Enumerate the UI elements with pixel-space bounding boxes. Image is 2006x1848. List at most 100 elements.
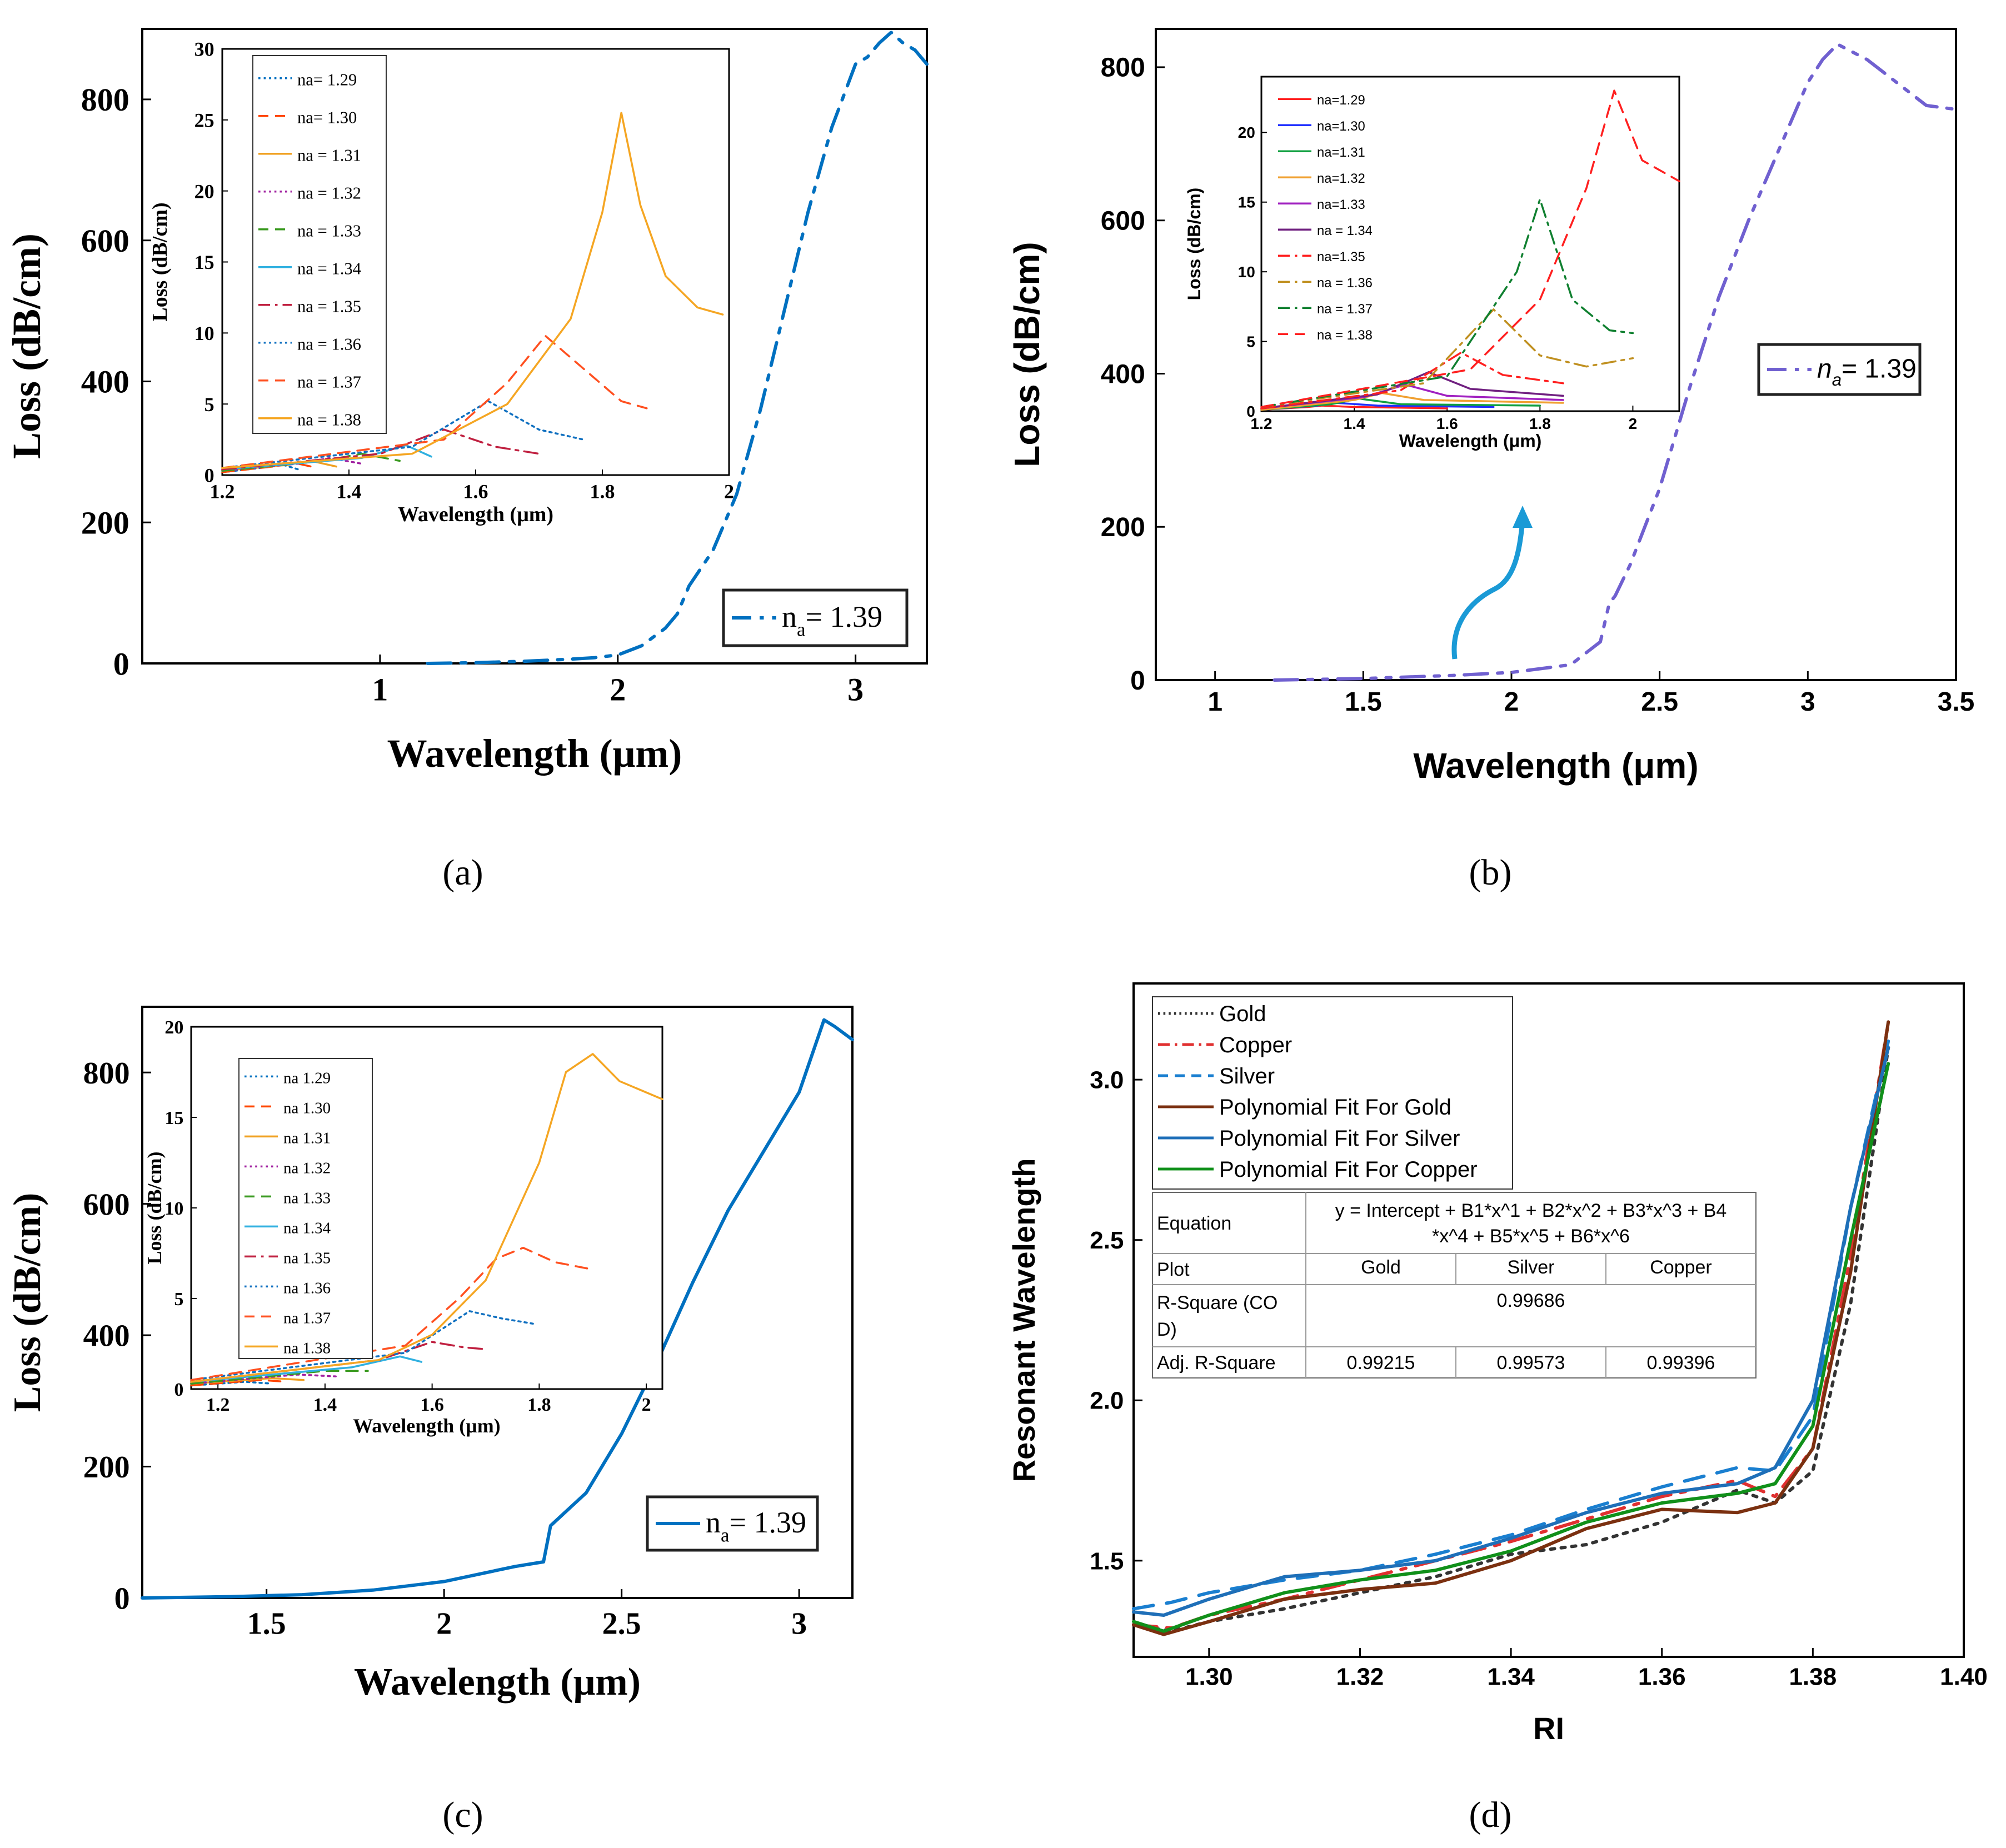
arrow-annotation <box>1451 506 1533 660</box>
legend-label: na = 1.33 <box>297 221 361 240</box>
legend-label: na = 1.38 <box>297 410 361 429</box>
legend-label: na = 1.36 <box>297 334 361 353</box>
inset-series-line <box>1260 198 1634 408</box>
y-tick-label: 10 <box>164 1198 183 1219</box>
inset-series-line <box>190 1370 369 1385</box>
series-line <box>1273 42 1958 682</box>
y-axis-label: Loss (dB/cm) <box>4 233 49 459</box>
x-tick-label: 1.5 <box>1345 687 1382 717</box>
x-tick-label: 3 <box>1800 687 1815 717</box>
legend-label: na= 1.39 <box>1817 354 1917 389</box>
y-tick-label: 20 <box>194 180 214 202</box>
table-cell: Copper <box>1650 1257 1712 1278</box>
inset-series-line <box>1260 351 1564 409</box>
main-legend-box <box>722 588 909 647</box>
main-legend: na= 1.39 <box>646 1495 819 1552</box>
plot-frame <box>1260 76 1680 412</box>
y-tick-label: 0 <box>1246 403 1255 420</box>
legend-label: na 1.31 <box>283 1129 331 1147</box>
x-tick-label: 1.2 <box>210 480 235 502</box>
y-tick-label: 400 <box>83 1319 130 1353</box>
x-tick-label: 1.6 <box>1436 415 1458 432</box>
x-tick-label: 3 <box>791 1606 807 1641</box>
legend-label: na 1.37 <box>283 1309 331 1327</box>
x-tick-label: 1.40 <box>1940 1664 1988 1691</box>
legend-label: na = 1.37 <box>297 372 361 391</box>
y-tick-label: 0 <box>174 1380 183 1400</box>
y-axis-label: Loss (dB/cm) <box>1007 242 1047 467</box>
y-tick-label: 400 <box>1101 359 1145 389</box>
inset-series-line <box>1260 308 1634 408</box>
y-tick-label: 600 <box>83 1187 130 1222</box>
y-axis-label: Loss (dB/cm) <box>6 1193 49 1412</box>
x-tick-label: 1 <box>372 672 388 708</box>
legend-label: na=1.32 <box>1317 171 1365 186</box>
x-tick-label: 1.5 <box>247 1606 286 1641</box>
legend-label: na 1.34 <box>283 1219 331 1237</box>
x-tick-label: 2.5 <box>602 1606 641 1641</box>
y-tick-label: 3.0 <box>1090 1067 1124 1094</box>
x-tick-label: 1.6 <box>463 480 488 502</box>
legend-label: na=1.29 <box>1317 93 1365 108</box>
table-cell: *x^4 + B5*x^5 + B6*x^6 <box>1432 1226 1630 1247</box>
y-tick-label: 600 <box>1101 207 1145 236</box>
inset-x-axis-label: Wavelength (μm) <box>398 503 553 526</box>
y-tick-label: 5 <box>204 393 214 416</box>
inset-series-line <box>190 1378 289 1387</box>
inset-series-line <box>221 428 540 471</box>
x-tick-label: 3.5 <box>1938 687 1975 717</box>
x-tick-label: 2.5 <box>1641 687 1678 717</box>
legend-label: na 1.36 <box>283 1279 331 1297</box>
y-tick-label: 2.5 <box>1090 1227 1124 1254</box>
table-cell: Gold <box>1361 1257 1401 1278</box>
y-tick-label: 200 <box>83 1450 130 1485</box>
legend-label: na= 1.39 <box>782 600 882 640</box>
table-cell: Adj. R-Square <box>1157 1352 1276 1373</box>
y-tick-label: 5 <box>1246 333 1255 350</box>
x-axis-label: RI <box>1533 1711 1564 1746</box>
legend-label: Polynomial Fit For Gold <box>1219 1095 1451 1120</box>
x-tick-label: 2 <box>724 480 734 502</box>
legend-label: na= 1.29 <box>297 70 357 89</box>
legend-label: na=1.30 <box>1317 119 1365 134</box>
panel-caption: (d) <box>1469 1795 1512 1835</box>
legend-label: na=1.35 <box>1317 249 1365 264</box>
series-line <box>1132 1062 1890 1633</box>
inset-legend: na 1.29 na 1.30 na 1.31 na 1.32 na 1.33 na 1.… <box>238 1058 373 1359</box>
y-tick-label: 0 <box>1130 666 1145 696</box>
x-tick-label: 1 <box>1207 687 1222 717</box>
y-tick-label: 25 <box>194 109 214 131</box>
y-tick-label: 10 <box>1238 263 1255 281</box>
table-cell: 0.99686 <box>1497 1290 1565 1311</box>
series-line <box>141 1018 854 1600</box>
x-axis-label: Wavelength (μm) <box>1413 746 1698 786</box>
y-tick-label: 400 <box>81 364 129 400</box>
arrow-icon <box>1451 522 1525 660</box>
legend-label: na 1.30 <box>283 1099 331 1117</box>
x-tick-label: 1.8 <box>527 1395 551 1415</box>
x-tick-label: 1.4 <box>313 1395 337 1415</box>
panel-caption: (b) <box>1469 852 1512 893</box>
legend-label: Gold <box>1219 1002 1266 1026</box>
fit-table: Equation y = Intercept + B1*x^1 + B2*x^2 … <box>1152 1192 1757 1378</box>
inset-series-line <box>221 400 585 469</box>
main-legend: na= 1.39 <box>1757 343 1922 396</box>
x-tick-label: 2 <box>1629 415 1638 432</box>
y-tick-label: 15 <box>194 251 214 273</box>
table-cell: D) <box>1157 1319 1177 1340</box>
main-legend: na= 1.39 <box>722 588 909 647</box>
chart-d: 1.30 1.32 1.34 1.36 1.38 1.40 1.5 2.0 2.5 3.0 RI Re… <box>1006 982 1988 1835</box>
inset-y-axis-label: Loss (dB/cm) <box>148 202 172 321</box>
y-tick-label: 200 <box>1101 513 1145 542</box>
legend-label: na = 1.36 <box>1317 276 1373 291</box>
inset-x-axis-label: Wavelength (μm) <box>353 1415 500 1437</box>
y-axis-label: Resonant Wavelength <box>1006 1158 1041 1482</box>
series-line <box>1132 1020 1890 1636</box>
inset-series-line <box>1260 89 1680 408</box>
inset-series-line <box>190 1053 663 1383</box>
